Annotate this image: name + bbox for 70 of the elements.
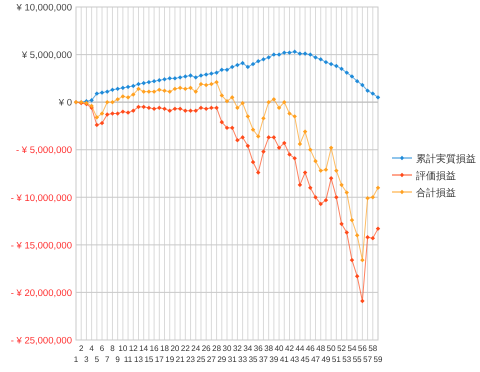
x-tick-label: 16: [150, 344, 160, 353]
x-tick-label: 31: [228, 355, 238, 364]
y-tick-label: ¥ 5,000,000: [20, 50, 72, 62]
x-tick-label: 28: [212, 344, 222, 353]
x-tick-label: 3: [84, 355, 90, 364]
x-tick-label: 58: [368, 344, 378, 353]
x-tick-label: 59: [374, 355, 383, 364]
x-tick-label: 41: [280, 355, 290, 364]
x-tick-label: 26: [202, 344, 212, 353]
x-tick-label: 44: [295, 344, 305, 353]
x-tick-label: 35: [248, 355, 258, 364]
x-tick-label: 23: [186, 355, 196, 364]
legend-label: 合計損益: [416, 187, 456, 199]
x-tick-label: 50: [326, 344, 336, 353]
x-tick-label: 12: [128, 344, 138, 353]
y-tick-label: - ¥ 10,000,000: [10, 192, 72, 204]
x-tick-label: 57: [363, 355, 373, 364]
x-tick-label: 55: [352, 355, 362, 364]
y-tick-label: ¥ 0: [58, 98, 72, 109]
x-tick-label: 30: [222, 344, 232, 353]
x-tick-label: 22: [180, 344, 190, 353]
x-tick-label: 20: [170, 344, 180, 353]
legend-label: 累計実質損益: [416, 153, 476, 165]
x-tick-label: 53: [342, 355, 352, 364]
x-tick-label: 1: [74, 355, 79, 364]
x-tick-label: 33: [238, 355, 248, 364]
x-tick-label: 39: [269, 355, 279, 364]
y-tick-label: ¥ 10,000,000: [16, 2, 72, 14]
x-tick-label: 38: [264, 344, 274, 353]
legend-label: 評価損益: [416, 170, 456, 182]
x-tick-label: 19: [165, 355, 175, 364]
x-tick-label: 37: [258, 355, 268, 364]
x-tick-label: 21: [176, 355, 186, 364]
x-tick-label: 5: [94, 355, 100, 364]
x-tick-label: 45: [300, 355, 310, 364]
x-tick-label: 4: [89, 344, 94, 353]
x-tick-label: 14: [139, 344, 149, 353]
x-tick-label: 40: [274, 344, 284, 353]
y-tick-label: - ¥ 20,000,000: [10, 288, 72, 299]
y-tick-label: - ¥ 5,000,000: [16, 145, 72, 156]
x-tick-label: 15: [144, 355, 154, 364]
x-tick-label: 36: [254, 344, 264, 353]
x-tick-label: 2: [78, 344, 84, 353]
x-tick-label: 42: [285, 344, 294, 353]
x-tick-label: 54: [348, 344, 357, 353]
x-tick-label: 47: [311, 355, 321, 364]
x-tick-label: 52: [337, 344, 347, 353]
x-tick-label: 10: [118, 344, 128, 353]
x-tick-label: 7: [105, 355, 110, 364]
x-tick-label: 32: [232, 344, 242, 353]
x-tick-label: 51: [332, 355, 342, 364]
x-tick-label: 56: [358, 344, 368, 353]
x-tick-label: 18: [160, 344, 170, 353]
x-tick-label: 9: [115, 355, 120, 364]
x-tick-label: 6: [100, 344, 105, 353]
y-tick-label: - ¥ 25,000,000: [10, 336, 72, 346]
x-tick-label: 17: [154, 355, 164, 364]
y-tick-label: - ¥ 15,000,000: [10, 240, 72, 252]
x-tick-label: 46: [306, 344, 316, 353]
x-tick-label: 24: [191, 344, 201, 353]
x-tick-label: 49: [321, 355, 331, 364]
x-tick-label: 34: [243, 344, 253, 353]
x-tick-label: 27: [206, 355, 216, 364]
x-tick-label: 13: [134, 355, 144, 364]
x-tick-label: 25: [196, 355, 206, 364]
x-tick-label: 8: [110, 344, 116, 353]
x-tick-label: 11: [124, 355, 133, 364]
x-tick-label: 48: [316, 344, 326, 353]
x-tick-label: 29: [217, 355, 227, 364]
x-tick-label: 43: [290, 355, 300, 364]
